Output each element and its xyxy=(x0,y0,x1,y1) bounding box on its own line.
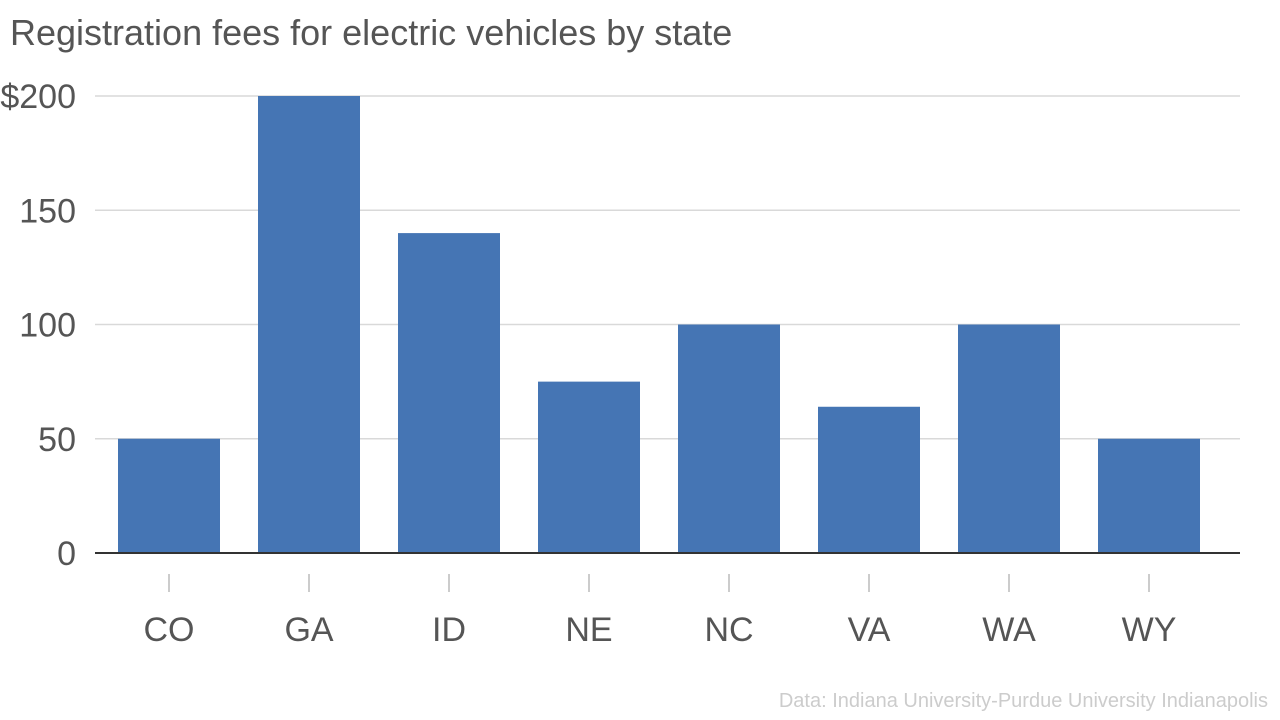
y-tick-label: $200 xyxy=(0,78,76,116)
y-tick-label: 150 xyxy=(19,192,76,230)
bar-ga xyxy=(258,96,360,553)
y-tick-label: 0 xyxy=(57,535,76,573)
bar-id xyxy=(398,233,500,553)
x-axis-ticks: CO GA ID NE NC VA WA WY xyxy=(144,574,1177,649)
bars xyxy=(118,96,1200,553)
x-tick-label: CO xyxy=(144,611,195,649)
bar-wy xyxy=(1098,438,1200,553)
bar-ne xyxy=(538,381,640,553)
y-axis-ticks: 0 50 100 150 $200 xyxy=(0,78,76,573)
x-tick-label: GA xyxy=(284,611,333,649)
chart-title: Registration fees for electric vehicles … xyxy=(10,12,733,53)
source-note: Data: Indiana University-Purdue Universi… xyxy=(778,690,1268,712)
bar-wa xyxy=(958,324,1060,553)
bar-nc xyxy=(678,324,780,553)
bar-va xyxy=(818,406,920,553)
x-tick-label: VA xyxy=(848,611,891,649)
x-tick-label: WY xyxy=(1122,611,1177,649)
y-tick-label: 50 xyxy=(38,421,76,459)
x-tick-label: WA xyxy=(982,611,1036,649)
x-tick-label: NE xyxy=(565,611,612,649)
bar-co xyxy=(118,438,220,553)
x-tick-label: NC xyxy=(704,611,753,649)
y-tick-label: 100 xyxy=(19,307,76,345)
x-tick-label: ID xyxy=(432,611,466,649)
